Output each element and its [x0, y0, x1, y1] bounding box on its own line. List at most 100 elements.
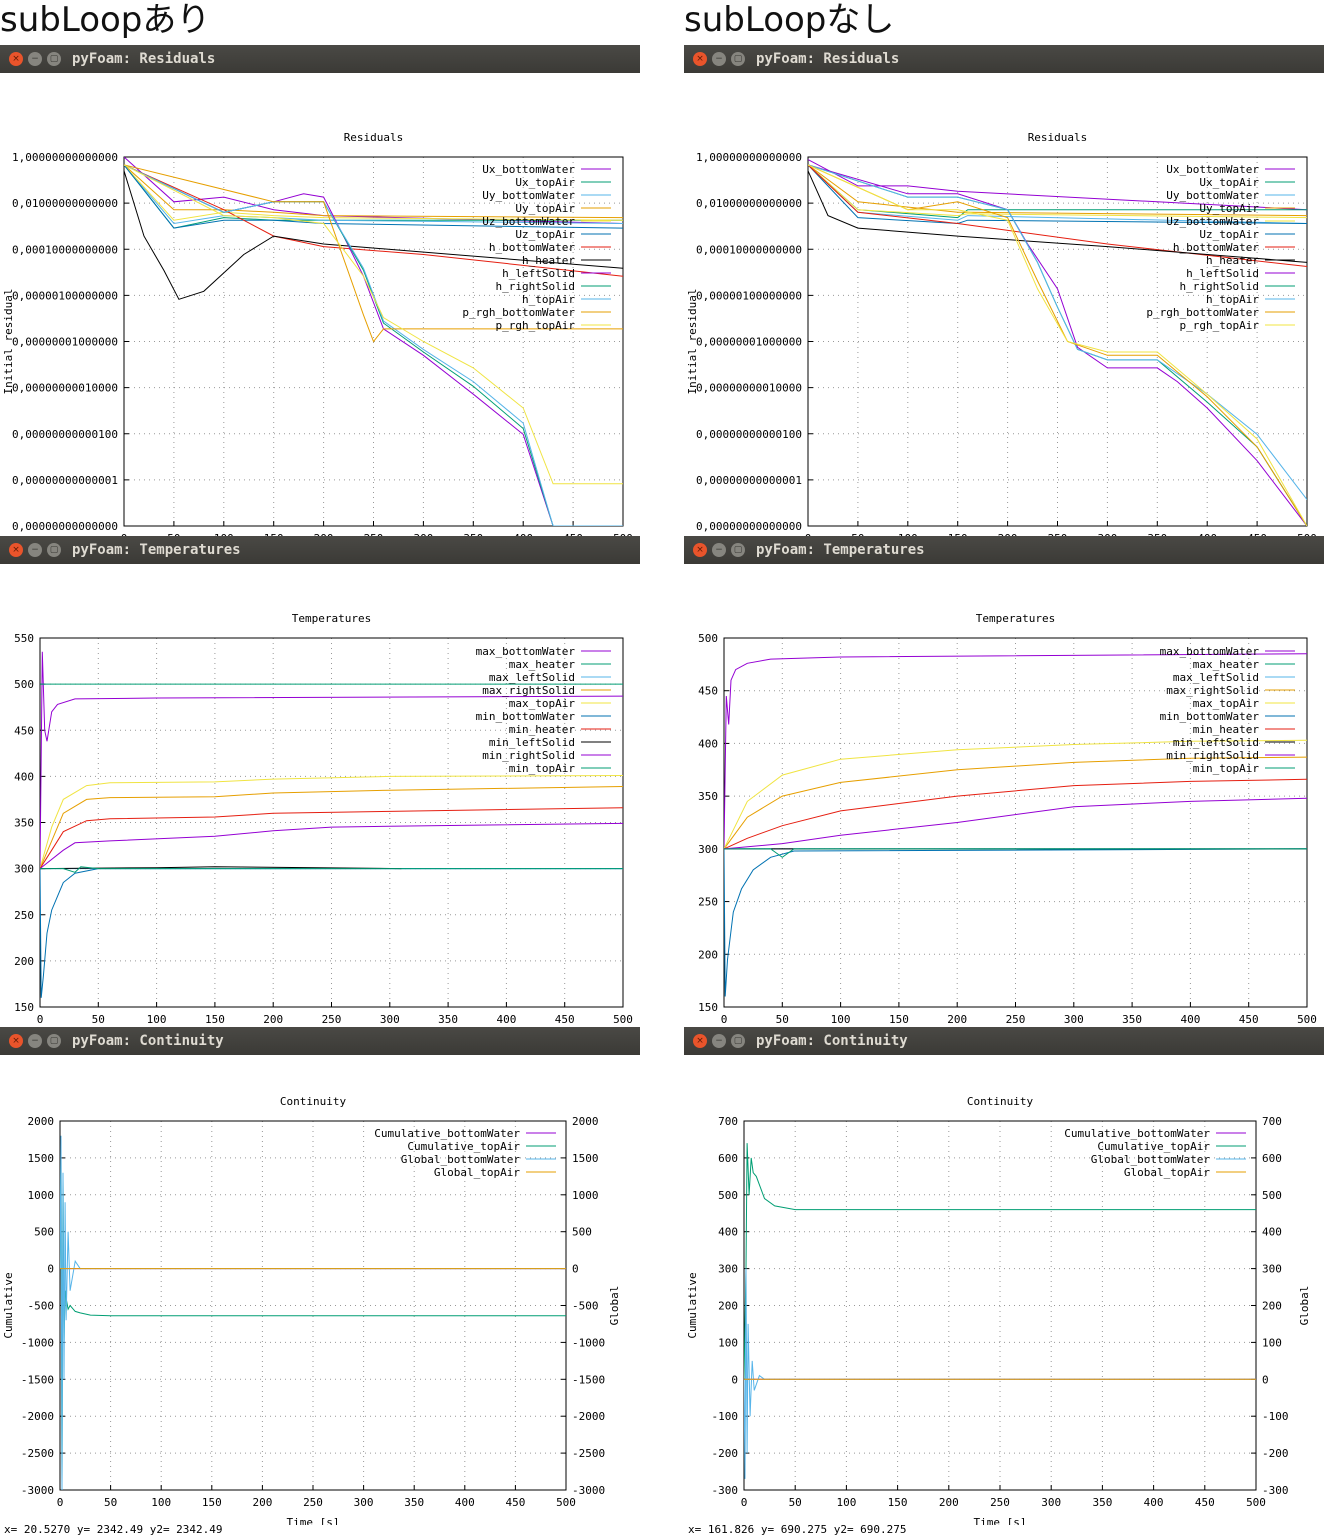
minimize-icon[interactable]: − — [712, 543, 726, 557]
series-line-uy-topair — [808, 164, 1307, 217]
chart-temperatures[interactable]: Temperatures 0 50 100 150 200 250 300 350 400 450 5… — [684, 564, 1324, 1034]
chart-residuals[interactable]: Residuals0501001502002503003504004505001… — [684, 73, 1324, 543]
maximize-icon[interactable]: ▢ — [47, 52, 61, 66]
y-tick-label: 400 — [14, 770, 34, 783]
y-tick-label: 0,00000100000000 — [12, 289, 118, 302]
series-line-global-bottomwater — [60, 1135, 566, 1490]
y-tick-label: 0,00000000010000 — [696, 382, 802, 395]
y-tick-label: 150 — [14, 1001, 34, 1014]
close-icon[interactable]: × — [693, 543, 707, 557]
window-titlebar[interactable]: × − ▢ pyFoam: Temperatures — [684, 536, 1324, 564]
residuals-window-left: ×−▢ pyFoam: Residuals Residuals05010015020… — [0, 45, 640, 543]
x-tick-label: 50 — [104, 1496, 117, 1509]
close-icon[interactable]: × — [9, 52, 23, 66]
series-line-max-rightsolid — [40, 786, 623, 869]
minimize-icon[interactable]: − — [28, 52, 42, 66]
maximize-icon[interactable]: ▢ — [47, 543, 61, 557]
y-tick-label: 0,00000000000000 — [696, 520, 802, 533]
chart-title: Residuals — [1028, 131, 1088, 144]
x-tick-label: 200 — [947, 1013, 967, 1026]
maximize-icon[interactable]: ▢ — [731, 52, 745, 66]
legend-label: h_topAir — [1206, 293, 1259, 306]
close-icon[interactable]: × — [9, 1034, 23, 1048]
y2-tick-label: 0 — [572, 1263, 579, 1276]
y-tick-label: -500 — [28, 1300, 55, 1313]
legend-label: min_rightSolid — [1166, 749, 1259, 762]
chart-title: Continuity — [967, 1095, 1034, 1108]
chart-continuity[interactable]: Continuity 0 50 100 150 200 250 300 350 400 450 500… — [0, 1055, 640, 1525]
y2-tick-label: 500 — [572, 1226, 592, 1239]
y-tick-label: 300 — [14, 863, 34, 876]
chart-title: Continuity — [280, 1095, 347, 1108]
x-tick-label: 100 — [836, 1496, 856, 1509]
y2-tick-label: 200 — [1262, 1300, 1282, 1313]
legend-label: Cumulative_bottomWater — [1064, 1127, 1210, 1140]
x-tick-label: 500 — [1246, 1496, 1266, 1509]
x-tick-label: 200 — [252, 1496, 272, 1509]
maximize-icon[interactable]: ▢ — [731, 1034, 745, 1048]
y-tick-label: 0,01000000000000 — [12, 197, 118, 210]
chart-residuals[interactable]: Residuals0501001502002503003504004505001… — [0, 73, 640, 543]
close-icon[interactable]: × — [9, 543, 23, 557]
y2-tick-label: 0 — [1262, 1373, 1269, 1386]
series-line-max-topair — [724, 739, 1307, 850]
y2-tick-label: -1000 — [572, 1336, 605, 1349]
legend-label: max_leftSolid — [489, 671, 575, 684]
legend-label: max_leftSolid — [1173, 671, 1259, 684]
x-tick-label: 450 — [1239, 1013, 1259, 1026]
series-line-uz-topair — [124, 164, 623, 229]
x-axis-label: Time [s] — [974, 1516, 1027, 1525]
window-titlebar[interactable]: × − ▢ pyFoam: Continuity — [0, 1027, 640, 1055]
y-tick-label: 600 — [718, 1152, 738, 1165]
x-axis-label: Time [s] — [287, 1516, 340, 1525]
maximize-icon[interactable]: ▢ — [731, 543, 745, 557]
series-line-min-topair — [40, 866, 623, 873]
window-titlebar[interactable]: × − ▢ pyFoam: Continuity — [684, 1027, 1324, 1055]
legend-label: Uz_topAir — [515, 228, 575, 241]
chart-temperatures[interactable]: Temperatures 0 50 100 150 200 250 300 350 400 450 5… — [0, 564, 640, 1034]
series-line-h-leftsolid — [808, 164, 1307, 526]
series-line-min-topair — [724, 848, 1307, 858]
y-tick-label: 200 — [14, 955, 34, 968]
y2-tick-label: -500 — [572, 1300, 599, 1313]
x-tick-label: 400 — [455, 1496, 475, 1509]
window-titlebar[interactable]: × − ▢ pyFoam: Temperatures — [0, 536, 640, 564]
y-tick-label: 0,00000000000100 — [12, 428, 118, 441]
window-titlebar[interactable]: × − ▢ pyFoam: Residuals — [684, 45, 1324, 73]
y-tick-label: 0,00000000000000 — [12, 520, 118, 533]
chart-continuity[interactable]: Continuity 0 50 100 150 200 250 300 350 400 450 500… — [684, 1055, 1324, 1525]
minimize-icon[interactable]: − — [712, 1034, 726, 1048]
x-tick-label: 150 — [205, 1013, 225, 1026]
cursor-coordinates: x= 20.5270 y= 2342.49 y2= 2342.49 — [4, 1523, 223, 1536]
minimize-icon[interactable]: − — [28, 1034, 42, 1048]
y-tick-label: 150 — [698, 1001, 718, 1014]
close-icon[interactable]: × — [693, 1034, 707, 1048]
y2-axis-label: Global — [608, 1286, 621, 1326]
x-tick-label: 400 — [1144, 1496, 1164, 1509]
plot-frame — [123, 156, 624, 527]
y-tick-label: 200 — [718, 1300, 738, 1313]
legend-label: min_leftSolid — [1173, 736, 1259, 749]
y2-tick-label: 2000 — [572, 1115, 599, 1128]
close-icon[interactable]: × — [693, 52, 707, 66]
y-tick-label: 300 — [718, 1263, 738, 1276]
y-tick-label: 350 — [698, 790, 718, 803]
x-tick-label: 0 — [57, 1496, 64, 1509]
legend-label: Uy_bottomWater — [1166, 189, 1259, 202]
y-tick-label: 0,00000000010000 — [12, 382, 118, 395]
y-tick-label: 0,00000000000001 — [696, 474, 802, 487]
window-titlebar[interactable]: × − ▢ pyFoam: Residuals — [0, 45, 640, 73]
legend-label: h_topAir — [522, 293, 575, 306]
series-line-max-topair — [40, 775, 623, 869]
minimize-icon[interactable]: − — [28, 543, 42, 557]
x-tick-label: 250 — [322, 1013, 342, 1026]
y-tick-label: 400 — [718, 1226, 738, 1239]
y-tick-label: 0,00000100000000 — [696, 289, 802, 302]
legend-label: Ux_bottomWater — [1166, 163, 1259, 176]
maximize-icon[interactable]: ▢ — [47, 1034, 61, 1048]
minimize-icon[interactable]: − — [712, 52, 726, 66]
y2-tick-label: -100 — [1262, 1410, 1289, 1423]
continuity-window-left: × − ▢ pyFoam: Continuity Continuity 0 50 100 150… — [0, 1027, 640, 1525]
y2-tick-label: 700 — [1262, 1115, 1282, 1128]
window-title: pyFoam: Residuals — [72, 51, 216, 67]
